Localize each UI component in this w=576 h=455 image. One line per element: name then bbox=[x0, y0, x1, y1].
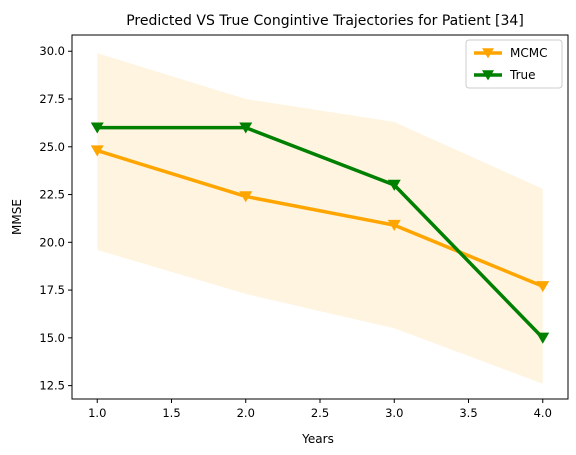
series-lines bbox=[96, 125, 545, 340]
y-axis-label: MMSE bbox=[10, 199, 24, 235]
y-tick-label: 15.0 bbox=[39, 331, 65, 345]
data-point-mcmc bbox=[387, 219, 401, 231]
x-axis: 1.0 1.5 2.0 2.5 3.0 3.5 4.0 bbox=[88, 399, 552, 420]
x-tick-label: 2.5 bbox=[311, 406, 329, 420]
legend: MCMC True bbox=[465, 39, 563, 89]
y-axis: 12.5 15.0 17.5 20.0 22.5 25.0 27.5 30.0 bbox=[39, 44, 72, 393]
y-tick-label: 17.5 bbox=[39, 283, 65, 297]
data-point-true bbox=[90, 122, 104, 134]
x-tick-label: 1.0 bbox=[88, 406, 106, 420]
legend-marker-mcmc bbox=[482, 48, 494, 59]
y-tick-label: 22.5 bbox=[39, 188, 65, 202]
legend-marker-true bbox=[482, 70, 494, 81]
x-axis-label: Years bbox=[301, 432, 334, 446]
x-tick-label: 3.5 bbox=[459, 406, 477, 420]
series-line-mcmc bbox=[96, 148, 544, 288]
band-area bbox=[97, 53, 543, 384]
data-point-true bbox=[387, 179, 401, 191]
confidence-band bbox=[97, 53, 543, 384]
data-point-true bbox=[536, 332, 550, 344]
series-markers bbox=[90, 122, 550, 344]
y-tick-label: 20.0 bbox=[39, 235, 65, 249]
data-point-true bbox=[239, 122, 253, 134]
data-point-mcmc bbox=[536, 281, 550, 293]
chart-title: Predicted VS True Congintive Trajectorie… bbox=[126, 13, 524, 29]
legend-label-true: True bbox=[509, 68, 536, 82]
x-tick-label: 3.0 bbox=[385, 406, 403, 420]
legend-label-mcmc: MCMC bbox=[510, 46, 547, 60]
series-line-true bbox=[97, 125, 545, 340]
y-tick-label: 25.0 bbox=[39, 140, 65, 154]
x-tick-label: 1.5 bbox=[162, 406, 180, 420]
data-point-mcmc bbox=[90, 145, 104, 157]
data-point-mcmc bbox=[239, 191, 253, 203]
x-tick-label: 4.0 bbox=[534, 406, 552, 420]
x-tick-label: 2.0 bbox=[237, 406, 255, 420]
y-tick-label: 12.5 bbox=[39, 379, 65, 393]
y-tick-label: 30.0 bbox=[39, 44, 65, 58]
y-tick-label: 27.5 bbox=[39, 92, 65, 106]
